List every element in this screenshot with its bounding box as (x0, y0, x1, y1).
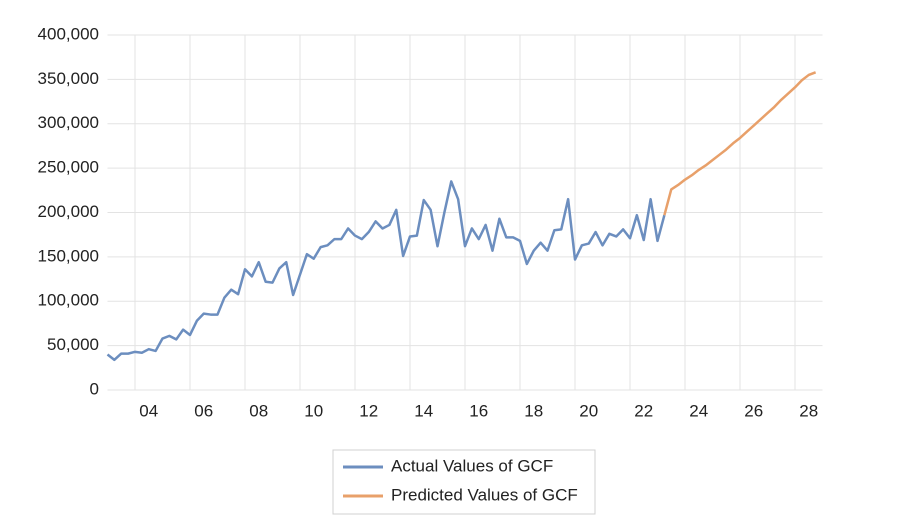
series-line (663, 71, 817, 216)
y-tick-label: 0 (90, 379, 99, 398)
legend-box (332, 449, 596, 515)
x-tick-label: 04 (139, 401, 158, 420)
y-tick-label: 50,000 (47, 335, 99, 354)
x-tick-label: 26 (744, 401, 763, 420)
x-tick-label: 18 (524, 401, 543, 420)
x-tick-label: 14 (414, 401, 433, 420)
legend-label: Actual Values of GCF (391, 456, 553, 475)
y-tick-label: 200,000 (38, 202, 99, 221)
x-tick-label: 08 (249, 401, 268, 420)
x-tick-label: 20 (579, 401, 598, 420)
x-tick-label: 10 (304, 401, 323, 420)
x-tick-label: 12 (359, 401, 378, 420)
x-tick-label: 16 (469, 401, 488, 420)
y-tick-label: 350,000 (38, 69, 99, 88)
x-tick-label: 24 (689, 401, 708, 420)
y-tick-label: 150,000 (38, 246, 99, 265)
x-tick-label: 22 (634, 401, 653, 420)
y-tick-label: 250,000 (38, 158, 99, 177)
y-tick-label: 400,000 (38, 24, 99, 43)
series-line (106, 180, 666, 362)
x-tick-label: 28 (799, 401, 818, 420)
legend-label: Predicted Values of GCF (391, 485, 578, 504)
y-tick-label: 300,000 (38, 113, 99, 132)
x-tick-label: 06 (194, 401, 213, 420)
y-tick-label: 100,000 (38, 291, 99, 310)
